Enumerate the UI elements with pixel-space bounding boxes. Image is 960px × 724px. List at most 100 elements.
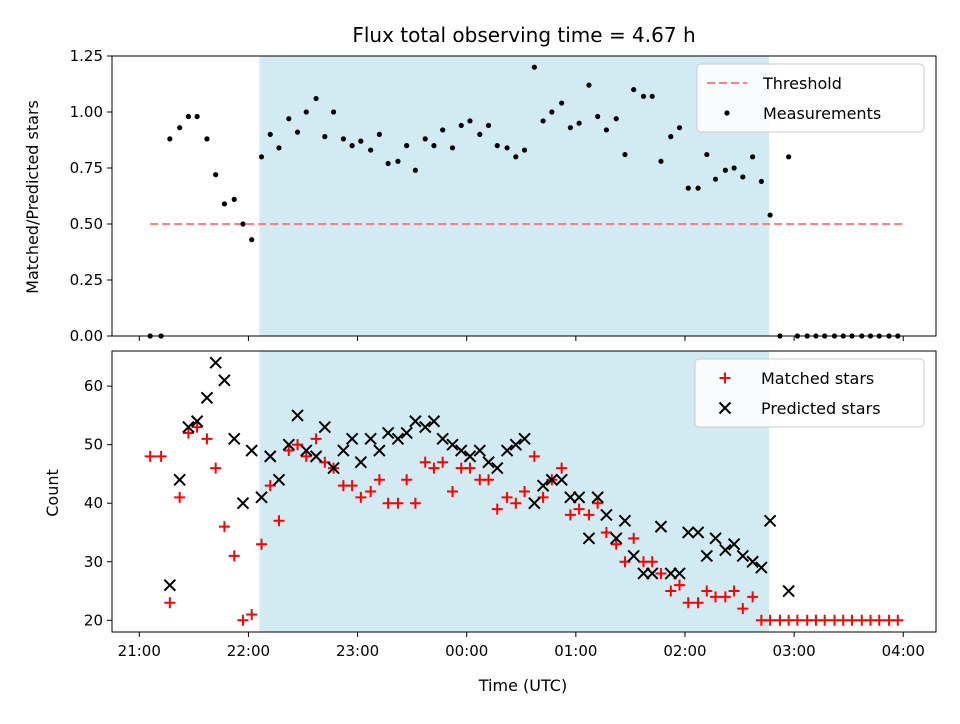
- top-axes-frame: [111, 55, 937, 337]
- measurement-point: [722, 167, 728, 173]
- matched-star-point: [655, 567, 667, 579]
- bottom-y-tick-label: 30: [84, 553, 103, 571]
- matched-star-point: [556, 462, 568, 474]
- predicted-star-point: [218, 374, 231, 387]
- matched-star-point: [355, 491, 367, 503]
- measurement-point: [640, 93, 647, 99]
- predicted-star-point: [618, 514, 632, 527]
- matched-star-point: [710, 591, 722, 603]
- predicted-star-point: [318, 420, 332, 434]
- top-y-axis-label: Matched/Predicted stars: [23, 100, 42, 294]
- matched-star-point: [144, 450, 156, 462]
- predicted-star-point: [709, 532, 722, 545]
- predicted-star-point: [736, 549, 750, 563]
- matched-star-point: [682, 597, 694, 609]
- matched-star-point: [392, 497, 404, 509]
- matched-star-point: [510, 497, 522, 509]
- matched-star-point: [373, 474, 385, 486]
- matched-star-point: [846, 614, 858, 626]
- top-legend-box: [696, 63, 925, 133]
- measurement-point: [676, 125, 683, 131]
- measurement-point: [704, 151, 710, 158]
- matched-star-point: [873, 614, 885, 626]
- matched-star-point: [310, 433, 322, 445]
- measurement-point: [695, 185, 701, 191]
- matched-star-point: [491, 503, 503, 515]
- measurement-point: [349, 143, 355, 149]
- measurement-point: [649, 93, 655, 99]
- matched-star-point: [182, 427, 194, 439]
- predicted-star-point: [373, 444, 386, 457]
- measurement-point: [758, 178, 764, 185]
- predicted-star-point: [200, 391, 214, 405]
- matched-star-point: [237, 614, 249, 626]
- x-tick-label: 01:00: [554, 642, 597, 660]
- matched-star-point: [218, 521, 230, 533]
- matched-star-point: [519, 486, 531, 497]
- predicted-star-point: [291, 409, 304, 422]
- matched-star-point: [719, 591, 731, 603]
- measurement-point: [458, 122, 464, 129]
- predicted-star-point: [555, 473, 568, 486]
- measurement-point: [404, 143, 410, 149]
- matched-star-point: [464, 462, 476, 474]
- matched-star-point: [210, 462, 222, 474]
- top-y-tick-label: 0.75: [70, 159, 103, 177]
- matched-star-point: [191, 421, 203, 433]
- matched-star-point: [201, 433, 213, 445]
- matched-star-point: [737, 603, 749, 615]
- matched-star-point: [382, 497, 394, 509]
- matched-star-point: [501, 491, 513, 503]
- predicted-star-point: [436, 432, 449, 446]
- matched-star-point: [583, 509, 595, 521]
- predicted-star-point: [354, 456, 368, 469]
- top-y-tick-label: 1.25: [70, 47, 103, 65]
- predicted-star-point: [300, 444, 313, 457]
- measurement-point: [603, 127, 610, 133]
- predicted-star-point: [610, 532, 623, 545]
- measurement-point: [712, 176, 719, 182]
- matched-star-point: [819, 614, 831, 626]
- bottom-legend: Matched stars Predicted stars: [694, 358, 925, 428]
- matched-star-point: [164, 597, 176, 609]
- measurement-point: [368, 147, 374, 153]
- bottom-legend-label: Matched stars: [761, 369, 874, 388]
- bottom-axes-frame: [111, 350, 937, 633]
- predicted-star-point: [646, 567, 659, 580]
- bottom-y-axis-label: Count: [43, 469, 62, 517]
- measurement-point: [294, 129, 301, 135]
- matched-star-point: [401, 474, 413, 486]
- predicted-star-point: [209, 356, 222, 369]
- top-y-tick-label: 0.25: [70, 271, 103, 289]
- matched-star-point: [665, 585, 677, 597]
- measurement-point: [412, 167, 419, 173]
- matched-star-point: [528, 450, 540, 462]
- matched-star-point: [628, 532, 640, 544]
- predicted-star-point: [473, 444, 487, 457]
- matched-star-point: [610, 538, 622, 550]
- measurement-point: [240, 221, 246, 227]
- measurement-point: [467, 118, 473, 124]
- predicted-star-point: [763, 514, 777, 527]
- bottom-legend-label: Predicted stars: [761, 399, 881, 418]
- predicted-star-point: [173, 473, 186, 486]
- measurement-point: [786, 154, 792, 160]
- predicted-star-point: [700, 549, 714, 563]
- predicted-star-point: [782, 584, 795, 598]
- matched-star-point: [646, 556, 658, 568]
- predicted-star-point: [272, 473, 286, 486]
- chart-title: Flux total observing time = 4.67 h: [352, 23, 695, 47]
- matched-star-point: [674, 579, 686, 591]
- measurement-point: [376, 131, 382, 137]
- matched-star-point: [273, 515, 285, 527]
- matched-star-point: [174, 491, 186, 503]
- measurement-point: [313, 95, 319, 102]
- measurement-point: [504, 145, 510, 151]
- predicted-star-point: [500, 444, 514, 457]
- predicted-star-point: [536, 479, 550, 492]
- predicted-star-point: [528, 497, 541, 510]
- measurement-point: [740, 174, 746, 180]
- predicted-star-point: [627, 549, 640, 563]
- x-axis-label: Time (UTC): [478, 676, 567, 695]
